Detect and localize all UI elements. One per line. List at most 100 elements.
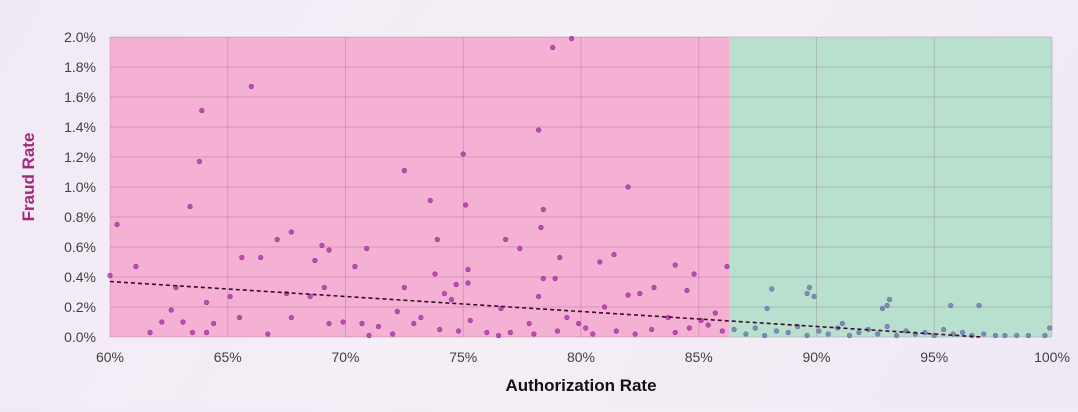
point [893,332,900,339]
point [460,151,466,157]
point [366,332,372,339]
point [168,307,174,313]
point [312,257,318,264]
point [441,290,448,297]
point [321,284,327,291]
point [948,302,954,309]
point [239,254,245,261]
point [465,266,471,273]
point [583,325,589,331]
point [769,286,775,292]
x-tick-label: 85% [685,349,713,365]
point [448,296,455,303]
point [651,284,657,291]
y-tick-label: 0.8% [64,209,96,225]
y-tick-label: 1.0% [64,179,96,195]
point [427,197,433,204]
point [434,236,440,243]
y-tick-label: 0.0% [64,329,96,345]
point [804,332,810,339]
x-tick-label: 70% [331,349,359,365]
point [463,202,469,208]
point [816,328,822,334]
x-tick-label: 60% [96,349,124,365]
point [785,329,791,336]
point [540,206,546,213]
point [465,280,471,286]
point [265,331,271,337]
point [601,304,608,310]
point [557,254,563,261]
point [340,319,346,325]
point [495,332,502,339]
point [879,305,886,312]
point [536,127,542,133]
point [613,328,619,334]
point [203,329,210,336]
x-tick-label: 100% [1034,349,1070,365]
point [764,305,770,312]
y-tick-label: 2.0% [64,29,96,45]
point [976,302,982,309]
point [538,224,544,231]
trendline [109,280,982,338]
point [364,245,370,252]
point [564,314,570,321]
point [1002,332,1008,339]
point [418,314,424,321]
point [719,328,725,334]
x-tick-label: 90% [802,349,830,365]
point [437,326,443,333]
point [1025,332,1032,339]
point [804,290,810,297]
point [227,293,233,300]
point [637,290,643,297]
point [686,325,692,331]
point [326,320,332,327]
point [1014,332,1020,339]
point [846,332,853,339]
point [752,325,758,331]
y-tick-label: 1.6% [64,89,96,105]
point [959,329,966,336]
point [632,331,638,337]
point [691,271,697,277]
point [1047,325,1053,331]
point [467,317,473,324]
point [649,326,655,333]
point [531,331,537,337]
x-tick-label: 75% [449,349,477,365]
point [236,314,243,321]
point [552,275,558,282]
y-tick-label: 1.8% [64,59,96,75]
point [484,329,490,336]
point [576,320,582,327]
point [762,332,768,339]
point [554,328,561,334]
point [540,275,546,282]
point [825,331,831,337]
point [211,320,217,327]
point [886,296,893,303]
point [597,259,603,265]
point [684,287,690,294]
region [729,37,1052,337]
y-tick-label: 0.6% [64,239,96,255]
point [307,293,313,300]
point [159,319,165,325]
point [536,293,542,300]
point [401,284,407,291]
point [326,247,332,253]
point [203,299,210,306]
y-tick-label: 1.4% [64,119,96,135]
y-tick-label: 1.2% [64,149,96,165]
x-tick-label: 65% [214,349,242,365]
point [731,326,737,333]
point [352,263,358,270]
y-tick-label: 0.2% [64,299,96,315]
point [875,331,881,337]
point [625,184,631,190]
point [517,245,523,252]
point [550,44,556,51]
